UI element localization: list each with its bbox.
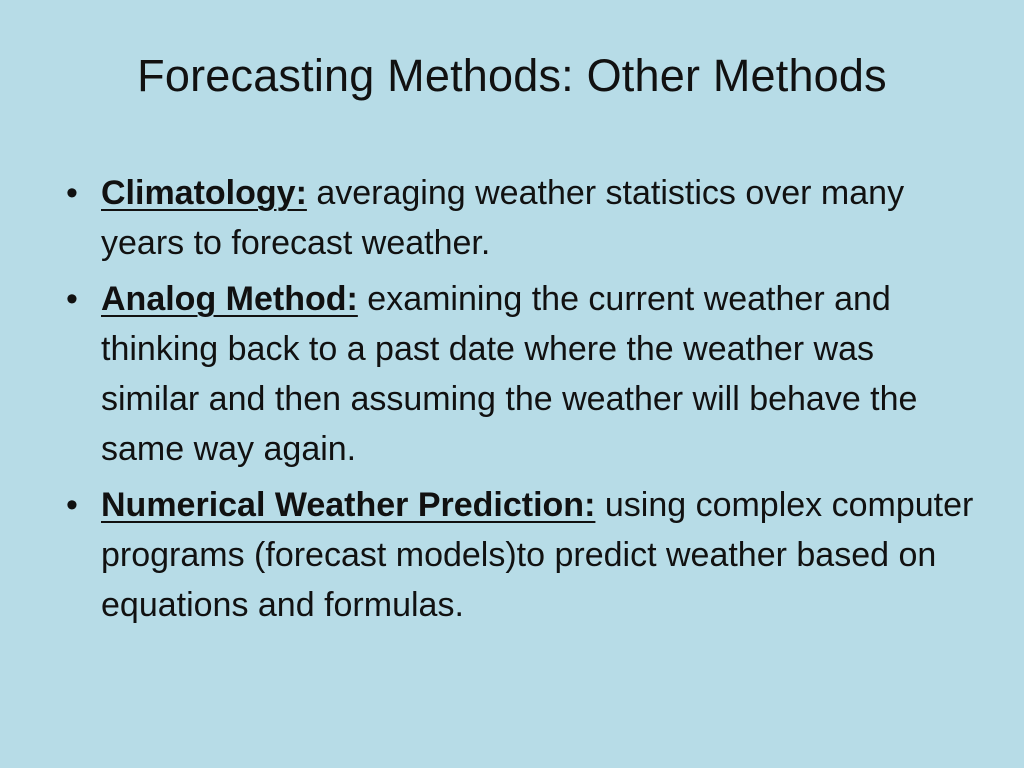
analog-method-term: Analog Method:: [101, 280, 358, 318]
bullet-item-analog-method: • Analog Method: examining the current w…: [55, 274, 980, 474]
numerical-weather-prediction-definition: using complex computer programs (forecas…: [101, 486, 974, 624]
bullet-point-icon: •: [66, 174, 78, 212]
bullet-item-numerical-weather-prediction: • Numerical Weather Prediction: using co…: [55, 480, 980, 630]
bullet-point-icon: •: [66, 486, 78, 524]
numerical-weather-prediction-term: Numerical Weather Prediction:: [101, 486, 596, 524]
bullet-list: • Climatology: averaging weather statist…: [55, 168, 980, 636]
analog-method-definition: examining the current weather and thinki…: [101, 280, 918, 468]
slide-title: Forecasting Methods: Other Methods: [137, 50, 887, 101]
climatology-term: Climatology:: [101, 174, 307, 212]
bullet-point-icon: •: [66, 280, 78, 318]
bullet-item-climatology: • Climatology: averaging weather statist…: [55, 168, 980, 268]
climatology-definition: averaging weather statistics over many y…: [101, 174, 905, 262]
